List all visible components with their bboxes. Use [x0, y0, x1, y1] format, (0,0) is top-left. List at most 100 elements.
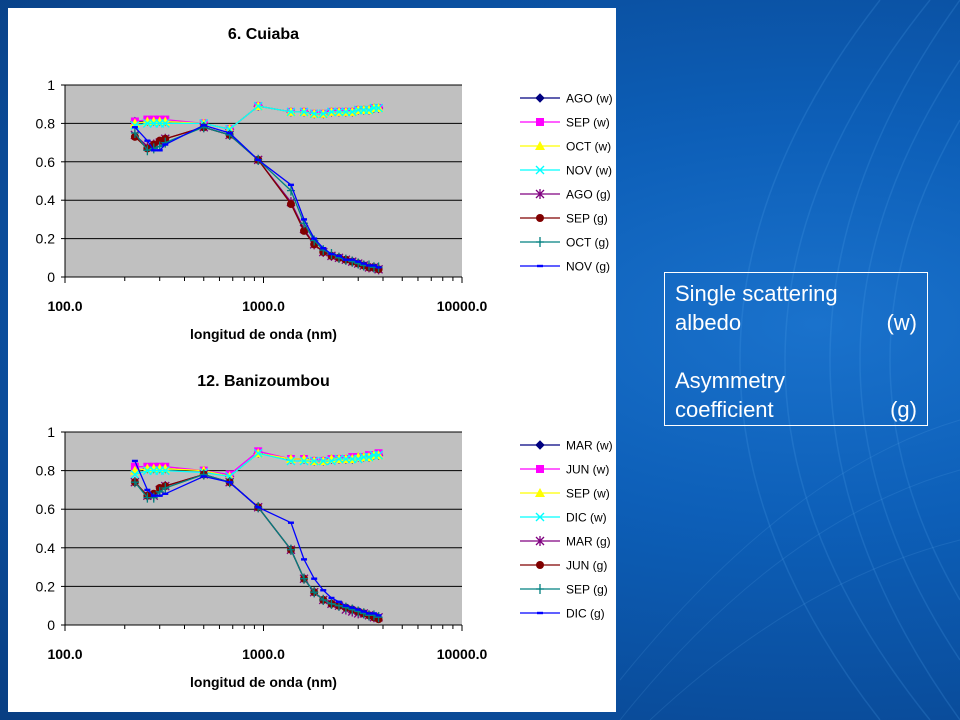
data-point	[150, 494, 157, 497]
legend-swatch-marker	[537, 264, 543, 268]
plot-area	[65, 85, 462, 277]
data-point	[341, 454, 351, 464]
legend-label: SEP (w)	[566, 116, 610, 130]
data-point	[355, 260, 362, 263]
data-point	[328, 596, 335, 600]
albedo-symbol: (w)	[886, 310, 917, 335]
data-point	[374, 450, 384, 460]
y-tick-label: 0.2	[36, 231, 56, 247]
legend-swatch-marker	[536, 118, 544, 126]
y-tick-label: 0	[47, 617, 55, 633]
legend-swatch-marker	[536, 214, 544, 222]
data-point	[311, 577, 318, 580]
data-point	[287, 521, 294, 524]
data-point	[370, 612, 377, 615]
data-point	[320, 589, 327, 592]
data-point	[370, 264, 377, 267]
legend-label: SEP (g)	[566, 583, 608, 597]
data-point	[144, 488, 151, 492]
data-point	[144, 139, 151, 142]
legend-label: DIC (g)	[566, 607, 605, 621]
legend-label: NOV (g)	[566, 260, 610, 274]
data-point	[353, 454, 363, 464]
legend-label: MAR (g)	[566, 535, 611, 549]
data-point	[253, 101, 263, 111]
data-point	[326, 107, 336, 117]
data-point	[342, 258, 349, 261]
data-point	[149, 143, 158, 154]
data-point	[374, 103, 384, 113]
data-point	[335, 254, 342, 258]
y-tick-label: 1	[47, 77, 55, 93]
data-point	[364, 105, 374, 115]
legend-swatch-marker	[536, 584, 544, 594]
data-point	[365, 612, 372, 615]
data-point	[156, 494, 163, 497]
data-point	[335, 600, 342, 604]
data-point	[341, 602, 350, 613]
data-point	[286, 107, 296, 117]
legend-label: JUN (g)	[566, 559, 607, 573]
data-point	[200, 124, 207, 127]
charts-svg: 0 0.2 0.4 0.6 0.8 1 100.0 1000.0 10000.0 6. Cuiab…	[36, 26, 613, 690]
data-point	[226, 131, 233, 135]
x-tick-label: 1000.0	[242, 298, 285, 314]
data-point	[150, 149, 157, 152]
legend-label: DIC (w)	[566, 511, 607, 525]
legend-label: SEP (w)	[566, 487, 610, 501]
data-point	[355, 608, 362, 611]
legend-line-4: coefficient (g)	[675, 395, 917, 424]
legend-label: SEP (g)	[566, 212, 608, 226]
data-point	[348, 604, 357, 615]
data-point	[310, 587, 319, 598]
data-point	[149, 492, 158, 503]
data-point	[301, 218, 308, 221]
data-point	[299, 107, 309, 117]
data-point	[131, 126, 138, 129]
legend-line-1: Single scattering	[675, 279, 917, 308]
y-tick-label: 0.8	[36, 463, 56, 479]
data-point	[309, 109, 319, 119]
data-point	[287, 183, 294, 187]
data-point	[375, 614, 382, 617]
chart-title: 6. Cuiaba	[228, 26, 299, 43]
y-tick-label: 0.2	[36, 578, 56, 594]
data-point	[200, 475, 207, 478]
data-point	[347, 107, 357, 117]
data-point	[341, 107, 351, 117]
data-point	[301, 558, 308, 561]
legend-swatch-marker	[535, 189, 545, 199]
data-point	[300, 226, 309, 235]
legend-line-1-text: Single scattering	[675, 281, 838, 306]
legend-swatch-marker	[536, 465, 544, 473]
data-point	[162, 492, 169, 495]
x-tick-label: 10000.0	[437, 298, 488, 314]
data-point	[360, 262, 367, 265]
data-point	[327, 598, 336, 609]
legend-label: JUN (w)	[566, 463, 609, 477]
coefficient-label: coefficient	[675, 397, 774, 422]
data-point	[199, 469, 208, 480]
y-tick-label: 1	[47, 424, 55, 440]
x-tick-label: 1000.0	[242, 646, 285, 662]
data-point	[130, 128, 139, 138]
data-point	[318, 456, 328, 466]
legend-swatch-marker	[535, 512, 545, 522]
figure-panel: 0 0.2 0.4 0.6 0.8 1 100.0 1000.0 10000.0 6. Cuiab…	[8, 8, 616, 712]
legend-label: NOV (w)	[566, 164, 612, 178]
data-point	[253, 448, 263, 458]
parameter-legend-box: Single scattering albedo (w) Asymmetry c…	[664, 272, 928, 426]
x-axis-label: longitud de onda (nm)	[190, 674, 337, 690]
legend-label: OCT (w)	[566, 140, 611, 154]
legend-swatch-marker	[535, 488, 545, 497]
data-point	[326, 456, 336, 466]
data-point	[349, 606, 356, 609]
data-point	[130, 477, 139, 488]
x-axis-label: longitud de onda (nm)	[190, 326, 337, 342]
y-tick-label: 0.4	[36, 192, 56, 208]
data-point	[348, 256, 357, 267]
data-point	[162, 143, 169, 146]
legend-swatch-marker	[535, 93, 545, 103]
data-point	[360, 610, 367, 613]
y-tick-label: 0.6	[36, 501, 56, 517]
